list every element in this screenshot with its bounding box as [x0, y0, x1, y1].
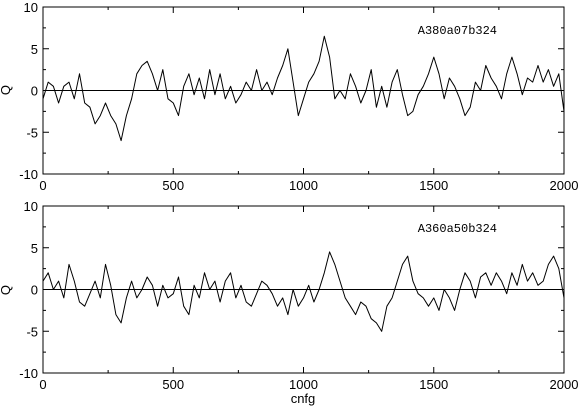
- y-tick-label-top: -5: [26, 125, 38, 140]
- x-tick-label-bottom: 1500: [419, 377, 448, 392]
- y-tick-label-bottom: 5: [31, 241, 38, 256]
- series-line-bottom: [42, 251, 565, 332]
- y-axis-label-top: Q: [0, 85, 13, 95]
- series-label-bottom: A360a50b324: [418, 222, 497, 236]
- x-tick-label-top: 1000: [289, 178, 318, 193]
- x-tick-label-top: 2000: [550, 178, 579, 193]
- x-axis-label-bottom: cnfg: [291, 391, 316, 406]
- series-line-top: [42, 35, 565, 142]
- panel-bottom: A360a50b324 Q cnfg -10 -5 0 5 10 0 500 1000 1500…: [0, 199, 578, 406]
- series-label-top: A380a07b324: [418, 24, 497, 38]
- y-tick-label-top: -10: [19, 167, 38, 182]
- x-tick-label-bottom: 2000: [550, 377, 579, 392]
- x-tick-label-bottom: 1000: [289, 377, 318, 392]
- y-tick-label-bottom: 10: [24, 199, 38, 214]
- y-tick-label-bottom: -5: [26, 324, 38, 339]
- y-tick-label-top: 10: [24, 0, 38, 15]
- y-tick-label-bottom: -10: [19, 366, 38, 381]
- x-tick-label-top: 1500: [419, 178, 448, 193]
- panel-top: A380a07b324 Q -10 -5 0 5 10 0 500 1000 1500 2000: [0, 0, 578, 193]
- x-tick-label-top: 0: [39, 178, 46, 193]
- x-tick-label-bottom: 0: [39, 377, 46, 392]
- x-tick-label-top: 500: [162, 178, 184, 193]
- y-tick-label-top: 5: [31, 42, 38, 57]
- x-tick-label-bottom: 500: [162, 377, 184, 392]
- y-tick-label-bottom: 0: [31, 283, 38, 298]
- y-axis-label-bottom: Q: [0, 285, 13, 295]
- y-tick-label-top: 0: [31, 84, 38, 99]
